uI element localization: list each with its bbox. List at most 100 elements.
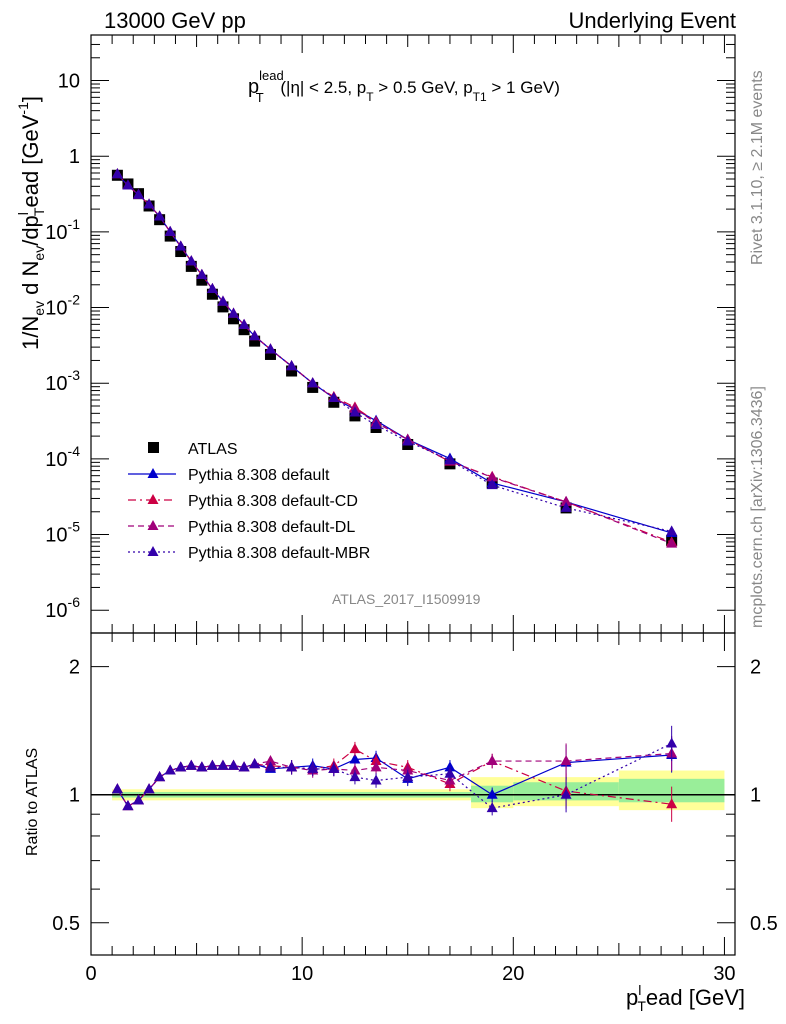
main-series-point (175, 240, 187, 251)
ratio-series-point (666, 737, 678, 748)
ratio-series-point (666, 798, 678, 809)
ratio-series-point (349, 764, 361, 775)
atlas-data-point (217, 301, 229, 313)
main-series-point (143, 198, 155, 209)
atlas-data-point (328, 396, 340, 408)
main-series-point (328, 391, 340, 402)
main-series-point (560, 501, 572, 512)
ratio-series-point (560, 788, 572, 799)
ratio-series-point (143, 783, 155, 794)
main-panel: 10-6 10-5 10-4 10-3 10-2 10-1 1 10 plead T (|η| … (15, 34, 736, 634)
atlas-data-point (228, 313, 240, 325)
main-series-point (486, 479, 498, 490)
legend-label: Pythia 8.308 default (188, 467, 330, 484)
mcplots-label: mcplots.cern.ch [arXiv:1306.3436] (749, 386, 766, 628)
atlas-data-point (286, 365, 298, 377)
main-series-point (264, 343, 276, 354)
atlas-data-point (196, 274, 208, 286)
ratio-y-tick-label-left: 2 (69, 657, 80, 679)
main-y-tick-label: 10-1 (45, 216, 80, 244)
legend: ATLAS Pythia 8.308 default Pythia 8.308 de… (128, 441, 370, 562)
ratio-series-point (328, 762, 340, 773)
main-y-tick-label: 10-6 (45, 594, 80, 622)
ratio-series-point (249, 758, 261, 769)
main-axis-ticks: 10-6 10-5 10-4 10-3 10-2 10-1 1 10 (45, 34, 735, 633)
ratio-y-tick-label-right: 1 (750, 785, 761, 807)
main-frame (90, 34, 736, 634)
legend-marker (147, 546, 159, 556)
ratio-series-point (264, 755, 276, 766)
main-series-point (217, 295, 229, 306)
ratio-series-point (349, 771, 361, 782)
legend-marker (147, 494, 159, 504)
main-series-point (307, 377, 319, 388)
main-series-point (486, 471, 498, 482)
legend-label: ATLAS (188, 441, 238, 458)
ratio-y-tick-label-right: 0.5 (750, 913, 778, 935)
legend-label: Pythia 8.308 default-DL (188, 519, 355, 536)
ratio-series-point (217, 759, 229, 770)
main-series (111, 168, 678, 548)
main-series-point (370, 419, 382, 430)
legend-marker (147, 468, 159, 478)
ratio-series-point (402, 771, 414, 782)
ratio-series-point (370, 761, 382, 772)
ratio-series-point (486, 755, 498, 766)
main-series-point (249, 330, 261, 341)
main-y-tick-label: 10-3 (45, 367, 80, 395)
main-series-point (666, 525, 678, 536)
main-series-point (133, 188, 145, 199)
atlas-data-point (307, 381, 319, 393)
ratio-series-point (370, 774, 382, 785)
main-series-point (666, 537, 678, 548)
ratio-series-point (370, 755, 382, 766)
ratio-series-point (133, 794, 145, 805)
ratio-series-point (228, 759, 240, 770)
x-tick-label: 10 (291, 963, 313, 985)
main-y-axis-label: 1/Nev d Nev/dplTead [GeV-1] (15, 96, 47, 350)
ratio-series-point (402, 764, 414, 775)
ratio-series-point (349, 743, 361, 754)
legend-label: Pythia 8.308 default-MBR (188, 545, 370, 562)
ratio-y-axis-label: Ratio to ATLAS (24, 748, 41, 856)
main-series-point (196, 268, 208, 279)
x-tick-label: 30 (713, 963, 735, 985)
ratio-series-point (307, 762, 319, 773)
ratio-series-point (154, 771, 166, 782)
ratio-series-point (349, 753, 361, 764)
main-series-point (238, 318, 250, 329)
ratio-y-tick-label-left: 1 (69, 785, 80, 807)
ratio-series (111, 725, 678, 822)
ratio-series-point (111, 783, 123, 794)
main-series-point (560, 495, 572, 506)
main-series-point (111, 168, 123, 179)
ratio-panel: 0.5 0.51 12 20 10 20 30 Ratio to ATLAS pl Tead … (24, 632, 778, 1014)
main-series-point (206, 282, 218, 293)
legend-marker-atlas (148, 442, 159, 453)
main-series-line (116, 173, 672, 543)
ratio-series-point (444, 761, 456, 772)
main-series-point (154, 210, 166, 221)
ratio-series-point (238, 761, 250, 772)
legend-label: Pythia 8.308 default-CD (188, 493, 358, 510)
main-y-tick-label: 1 (69, 146, 80, 168)
ratio-series-point (185, 759, 197, 770)
ratio-series-point (122, 800, 134, 811)
main-series-line (116, 173, 672, 545)
atlas-data-point (175, 246, 187, 258)
ratio-series-point (175, 761, 187, 772)
atlas-data-point (164, 230, 176, 242)
ratio-y-tick-label-right: 2 (750, 657, 761, 679)
header-right: Underlying Event (568, 8, 736, 33)
atlas-data-point (185, 260, 197, 272)
header-left: 13000 GeV pp (104, 8, 246, 33)
x-tick-label: 20 (502, 963, 524, 985)
main-series-point (349, 406, 361, 417)
ratio-series-point (264, 761, 276, 772)
main-y-tick-label: 10 (58, 71, 80, 93)
atlas-data-point (238, 324, 250, 336)
main-series-point (185, 255, 197, 266)
main-series-point (164, 225, 176, 236)
ratio-series-point (560, 755, 572, 766)
